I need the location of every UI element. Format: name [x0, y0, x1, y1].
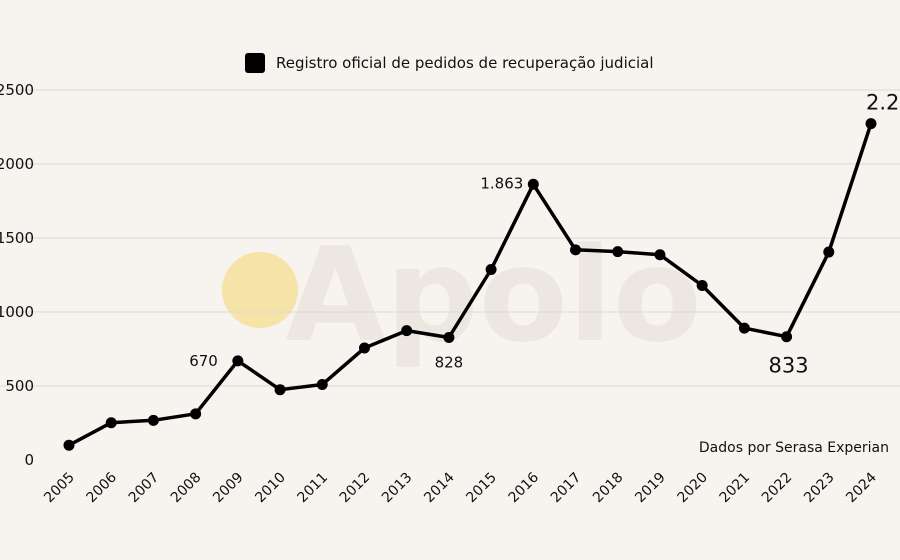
legend: Registro oficial de pedidos de recuperaç…	[245, 53, 654, 73]
legend-label: Registro oficial de pedidos de recuperaç…	[276, 54, 654, 72]
x-tick-label: 2007	[126, 470, 163, 507]
y-tick-label: 500	[5, 377, 34, 395]
data-label: 1.863	[480, 174, 523, 192]
x-tick-label: 2021	[717, 470, 754, 507]
series-points	[63, 118, 877, 451]
watermark-logo-circle	[222, 252, 298, 328]
data-point	[316, 379, 328, 391]
x-tick-label: 2019	[632, 470, 669, 507]
x-tick-label: 2008	[168, 470, 205, 507]
data-point	[190, 408, 202, 420]
y-tick-label: 2000	[0, 155, 34, 173]
data-point	[527, 178, 539, 190]
x-tick-label: 2024	[843, 469, 880, 506]
data-point	[485, 264, 497, 276]
x-tick-label: 2023	[801, 470, 838, 507]
data-point	[781, 331, 793, 343]
watermark-logo-text: Apolo	[285, 219, 702, 371]
data-label: 828	[435, 353, 464, 371]
data-point	[63, 439, 75, 451]
data-label: 2.2	[866, 91, 899, 115]
y-tick-label: 1000	[0, 303, 34, 321]
x-tick-label: 2013	[379, 470, 416, 507]
series-line-group	[68, 123, 873, 447]
data-point	[570, 244, 582, 256]
gridlines	[0, 89, 900, 387]
x-tick-label: 2011	[295, 470, 332, 507]
data-point	[738, 322, 750, 334]
data-point	[232, 355, 244, 367]
data-point	[274, 384, 286, 396]
data-label: 670	[189, 352, 218, 370]
x-tick-label: 2009	[210, 470, 247, 507]
x-tick-label: 2012	[337, 470, 374, 507]
data-point	[401, 325, 413, 337]
data-point	[358, 342, 370, 354]
data-point	[443, 331, 455, 343]
series-line	[68, 123, 873, 447]
data-point	[147, 414, 159, 426]
data-labels: 670 828 1.863 833 2.2	[189, 91, 899, 378]
x-tick-label: 2005	[41, 470, 78, 507]
source-note: Dados por Serasa Experian	[699, 440, 889, 456]
x-tick-label: 2010	[252, 470, 289, 507]
legend-swatch	[245, 53, 265, 73]
data-label: 833	[769, 354, 809, 378]
y-tick-label: 1500	[0, 229, 34, 247]
x-tick-label: 2014	[421, 469, 458, 506]
x-tick-label: 2006	[84, 469, 121, 506]
y-axis-ticks: 0 500 1000 1500 2000 2500	[0, 81, 34, 469]
watermark-logo: Apolo	[222, 219, 702, 371]
x-tick-label: 2016	[506, 469, 543, 506]
x-tick-label: 2020	[674, 470, 711, 507]
x-tick-label: 2017	[548, 470, 585, 507]
data-point	[612, 246, 624, 258]
data-point	[696, 280, 708, 292]
x-tick-label: 2018	[590, 470, 627, 507]
data-point	[823, 246, 835, 258]
data-point	[654, 249, 666, 261]
x-tick-label: 2015	[463, 470, 500, 507]
y-tick-label: 2500	[0, 81, 34, 99]
data-point	[105, 417, 117, 429]
x-axis-ticks: 2005 2006 2007 2008 2009 2010 2011 2012 2013 2014…	[41, 469, 880, 506]
x-tick-label: 2022	[759, 470, 796, 507]
data-point	[865, 118, 877, 130]
y-tick-label: 0	[24, 451, 34, 469]
